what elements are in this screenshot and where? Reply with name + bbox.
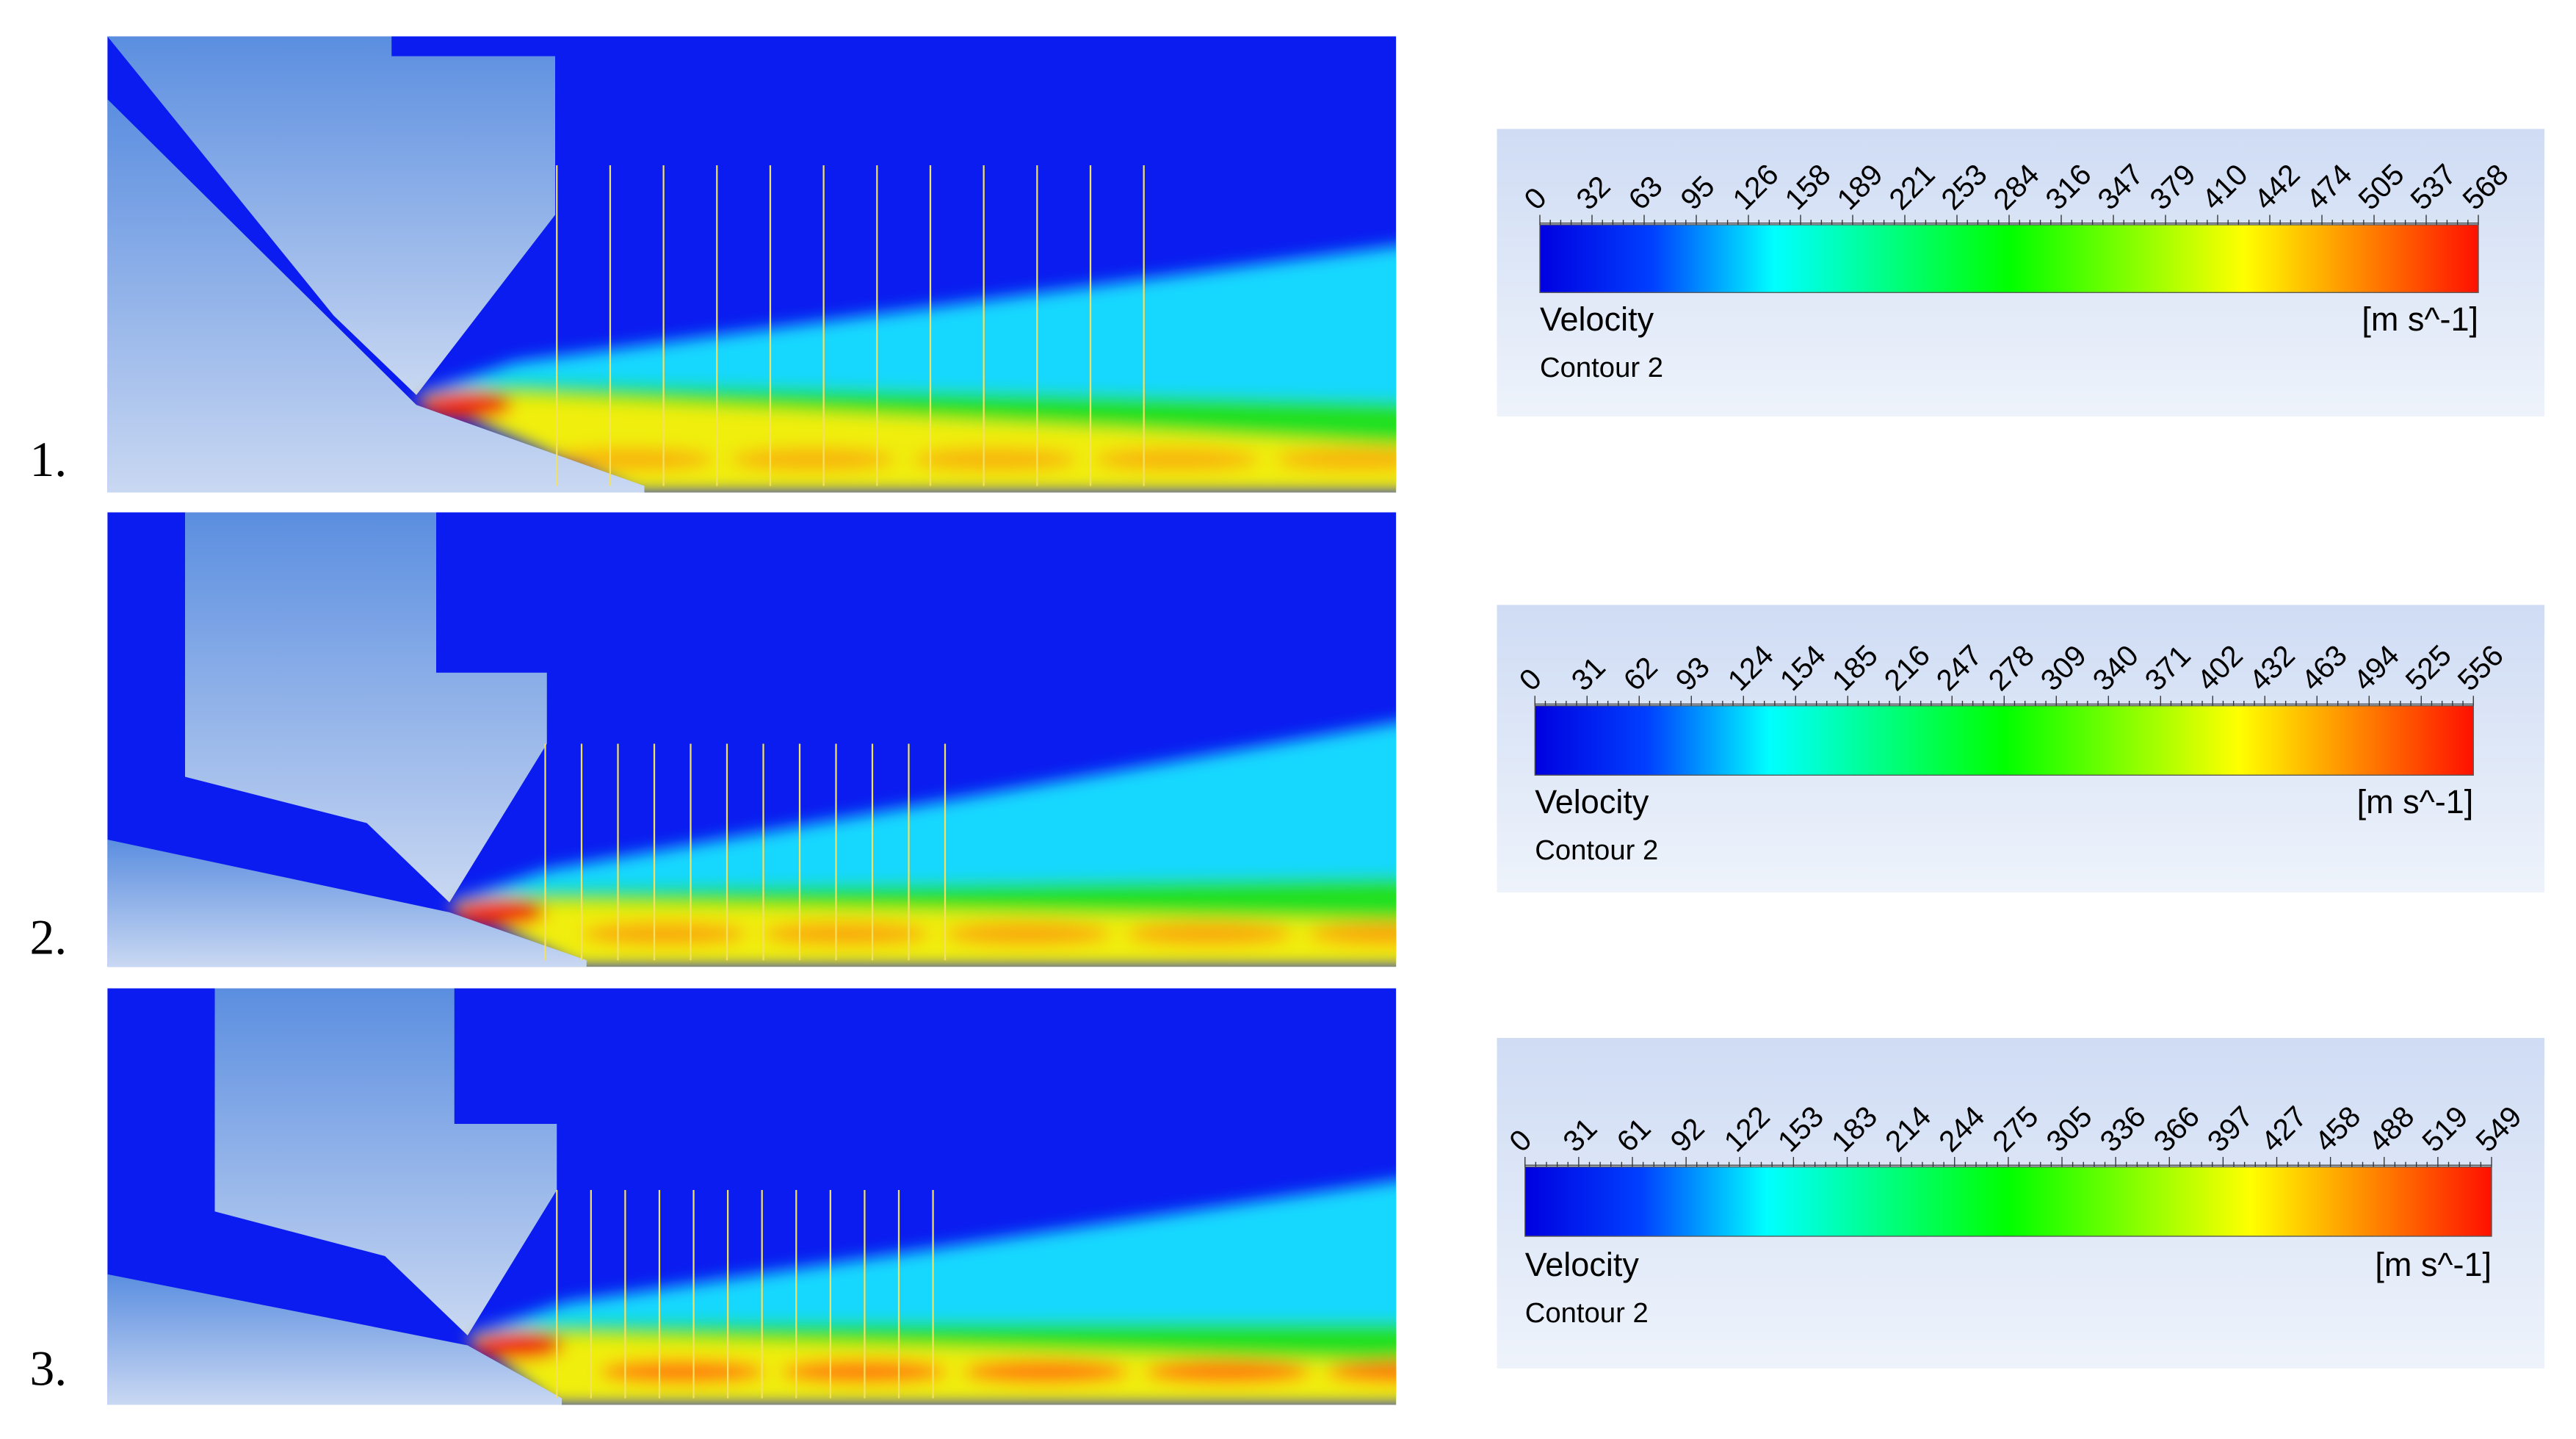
nozzle-body <box>107 36 555 395</box>
jet-plume <box>467 1180 1397 1405</box>
plume-hot <box>549 447 714 472</box>
lower-wall <box>107 840 587 967</box>
legend-title: Velocity <box>1535 783 1649 821</box>
legend-subtitle: Contour 2 <box>1540 352 1663 383</box>
plume-hot <box>1145 1360 1311 1384</box>
contour-plot <box>107 512 1397 967</box>
plume-hot <box>763 922 929 945</box>
jet-plume <box>449 722 1397 967</box>
content: 1.0 32 63 95 1261581892212532843163473794104… <box>30 36 2544 1405</box>
plume-core <box>419 390 513 420</box>
nozzle-body <box>214 988 557 1335</box>
legend-unit: [m s^-1] <box>2362 300 2478 338</box>
color-bar <box>1534 705 2474 776</box>
plume-hot <box>1309 922 1397 945</box>
panel-label: 2. <box>30 909 68 964</box>
color-bar <box>1539 224 2479 293</box>
plume-hot <box>1093 447 1259 472</box>
plume-hot <box>945 922 1110 945</box>
plume-hot <box>1326 1360 1397 1384</box>
legend-unit: [m s^-1] <box>2375 1246 2492 1283</box>
legend-subtitle: Contour 2 <box>1535 834 1658 866</box>
plume-core <box>452 897 546 928</box>
lower-wall <box>107 99 645 493</box>
panel-label: 3. <box>30 1341 68 1396</box>
plume-core <box>471 1330 564 1360</box>
plume-hot <box>912 447 1077 472</box>
plume-hot <box>599 1360 765 1384</box>
legend-title: Velocity <box>1525 1246 1640 1283</box>
lower-wall <box>107 1274 562 1405</box>
plume-hot <box>1276 447 1397 472</box>
legend-title: Velocity <box>1540 300 1654 338</box>
plume-hot <box>963 1360 1129 1384</box>
legend-unit: [m s^-1] <box>2357 783 2474 821</box>
color-bar <box>1524 1166 2492 1237</box>
contour-plot <box>107 36 1397 493</box>
panel-label: 1. <box>30 432 68 487</box>
jet-plume <box>416 245 1397 493</box>
nozzle-body <box>185 512 547 903</box>
plume-hot <box>730 447 896 472</box>
legend-subtitle: Contour 2 <box>1525 1297 1649 1329</box>
plume-hot <box>1126 922 1292 945</box>
plume-hot <box>582 922 747 945</box>
contour-plot <box>107 988 1397 1405</box>
